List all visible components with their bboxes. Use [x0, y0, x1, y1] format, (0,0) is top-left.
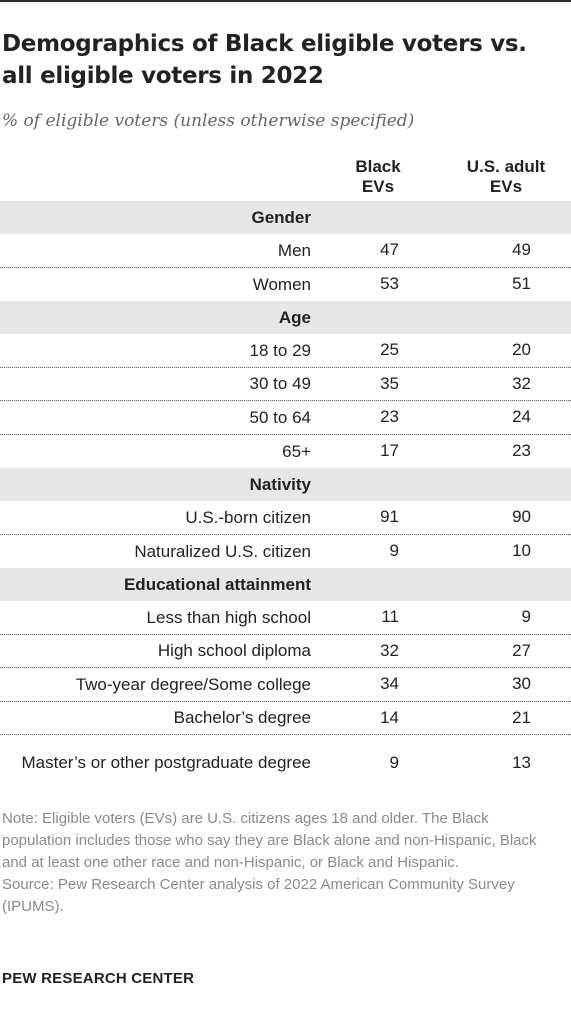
value-black-evs: 25 — [380, 340, 399, 360]
value-black-evs: 53 — [380, 274, 399, 294]
table-row: 50 to 64 23 24 — [0, 401, 571, 435]
pew-brand: PEW RESEARCH CENTER — [2, 970, 195, 987]
value-us-adult-evs: 51 — [512, 274, 531, 294]
row-label: Bachelor’s degree — [173, 708, 311, 728]
chart-title: Demographics of Black eligible voters vs… — [2, 31, 527, 89]
row-label: 50 to 64 — [249, 407, 311, 427]
table-row: 18 to 29 25 20 — [0, 334, 571, 368]
value-black-evs: 32 — [380, 640, 399, 660]
value-us-adult-evs: 90 — [512, 507, 531, 527]
section-label: Educational attainment — [123, 575, 311, 594]
table-row: 65+ 17 23 — [0, 435, 571, 469]
row-label: Men — [277, 240, 311, 260]
column-header-line: Black — [355, 157, 401, 176]
table-row: Master’s or other postgraduate degree 9 13 — [0, 735, 571, 790]
table-row: 30 to 49 35 32 — [0, 368, 571, 401]
table-row: Women 53 51 — [0, 268, 571, 302]
value-black-evs: 35 — [380, 373, 399, 393]
value-us-adult-evs: 20 — [512, 340, 531, 360]
note-text: Note: Eligible voters (EVs) are U.S. cit… — [2, 810, 537, 871]
section-header: Nativity — [0, 468, 571, 501]
value-black-evs: 34 — [380, 674, 399, 694]
table-row: Two-year degree/Some college 34 30 — [0, 668, 571, 702]
table-row: Bachelor’s degree 14 21 — [0, 702, 571, 735]
value-black-evs: 17 — [380, 441, 399, 461]
row-label: Women — [252, 274, 311, 294]
section-header: Gender — [0, 201, 571, 234]
column-header-black-evs: Black EVs — [340, 157, 416, 197]
row-label: Master’s or other postgraduate degree — [21, 753, 312, 772]
value-black-evs: 47 — [380, 240, 399, 260]
row-label: 18 to 29 — [249, 340, 311, 360]
value-us-adult-evs: 27 — [512, 640, 531, 660]
table-row: High school diploma 32 27 — [0, 635, 571, 668]
column-header-line: EVs — [489, 177, 523, 196]
column-header-us-adult-evs: U.S. adult EVs — [448, 157, 564, 197]
chart-subtitle: % of eligible voters (unless otherwise s… — [2, 111, 415, 131]
value-black-evs: 23 — [380, 407, 399, 427]
value-black-evs: 91 — [380, 507, 399, 527]
section-header: Age — [0, 301, 571, 334]
table-row: U.S.-born citizen 91 90 — [0, 501, 571, 535]
notes: Note: Eligible voters (EVs) are U.S. cit… — [2, 808, 562, 918]
value-us-adult-evs: 10 — [512, 541, 531, 561]
value-us-adult-evs: 23 — [512, 441, 531, 461]
value-us-adult-evs: 30 — [512, 674, 531, 694]
value-us-adult-evs: 9 — [521, 607, 531, 627]
value-black-evs: 9 — [389, 752, 399, 772]
row-label: Naturalized U.S. citizen — [134, 541, 311, 561]
column-header-line: U.S. adult — [466, 157, 546, 176]
table-row: Naturalized U.S. citizen 9 10 — [0, 535, 571, 569]
top-rule — [0, 0, 571, 2]
row-label: High school diploma — [157, 641, 311, 661]
table-row: Men 47 49 — [0, 234, 571, 268]
value-us-adult-evs: 32 — [512, 373, 531, 393]
row-label: Less than high school — [146, 607, 311, 627]
table-row: Less than high school 11 9 — [0, 601, 571, 635]
row-label: 65+ — [282, 441, 311, 461]
value-us-adult-evs: 24 — [512, 407, 531, 427]
row-label: Two-year degree/Some college — [75, 674, 311, 694]
row-label: 30 to 49 — [249, 374, 311, 394]
demographics-table: Gender Men 47 49 Women 53 51 Age 18 to 29 25 20 30 … — [0, 201, 571, 790]
section-label: Age — [278, 308, 311, 327]
value-us-adult-evs: 13 — [512, 752, 531, 772]
value-black-evs: 9 — [389, 541, 399, 561]
section-header: Educational attainment — [0, 568, 571, 601]
value-us-adult-evs: 21 — [512, 707, 531, 727]
value-black-evs: 11 — [381, 607, 399, 627]
value-black-evs: 14 — [380, 707, 399, 727]
section-label: Nativity — [249, 475, 311, 494]
section-label: Gender — [251, 208, 311, 227]
source-text: Source: Pew Research Center analysis of … — [2, 876, 515, 915]
row-label: U.S.-born citizen — [185, 507, 311, 527]
column-header-line: EVs — [361, 177, 395, 196]
value-us-adult-evs: 49 — [512, 240, 531, 260]
